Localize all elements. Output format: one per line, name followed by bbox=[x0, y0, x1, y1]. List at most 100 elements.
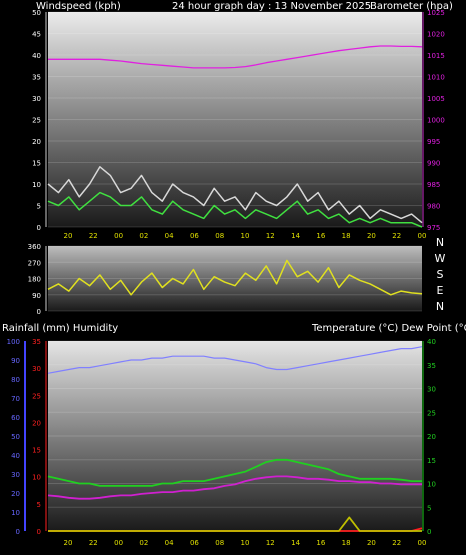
axis-tick-label: 20 bbox=[32, 138, 41, 146]
axis-tick-label: 15 bbox=[427, 457, 436, 465]
axis-tick-label: 5 bbox=[427, 504, 431, 512]
x-tick-label: 16 bbox=[316, 232, 325, 240]
compass-label: S bbox=[437, 268, 444, 281]
axis-tick-label: 5 bbox=[37, 501, 41, 509]
axis-tick-label: 35 bbox=[32, 338, 41, 346]
wind-grid bbox=[48, 11, 422, 228]
axis-tick-label: 980 bbox=[427, 203, 440, 211]
wind-y-ticks: 0 5 10 15 20 25 30 35 40 45 50 bbox=[32, 9, 41, 232]
axis-tick-label: 0 bbox=[427, 528, 431, 536]
series-barometer bbox=[48, 45, 423, 69]
axis-tick-label: 1025 bbox=[427, 9, 445, 17]
axis-tick-label: 10 bbox=[32, 474, 41, 482]
temp-panel-bg bbox=[48, 341, 422, 531]
x-tick-label: 14 bbox=[291, 539, 300, 547]
axis-tick-label: 20 bbox=[32, 419, 41, 427]
x-tick-label: 18 bbox=[342, 232, 351, 240]
axis-tick-label: 80 bbox=[11, 376, 20, 384]
x-tick-label: 16 bbox=[316, 539, 325, 547]
compass-label: N bbox=[436, 236, 444, 249]
wind-baro-series bbox=[47, 45, 423, 228]
axis-tick-label: 45 bbox=[32, 31, 41, 39]
x-tick-label: 08 bbox=[215, 232, 224, 240]
axis-tick-label: 1005 bbox=[427, 95, 445, 103]
rain-y-ticks: 0 5 10 15 20 25 30 35 bbox=[32, 338, 41, 536]
series-average bbox=[47, 191, 423, 228]
axis-tick-label: 50 bbox=[11, 433, 20, 441]
compass-label: E bbox=[437, 284, 444, 297]
axis-tick-label: 985 bbox=[427, 181, 440, 189]
axis-tick-label: 20 bbox=[11, 490, 20, 498]
axis-tick-label: 35 bbox=[32, 74, 41, 82]
x-tick-label: 20 bbox=[64, 232, 73, 240]
x-tick-label: 00 bbox=[418, 539, 427, 547]
axis-tick-label: 1020 bbox=[427, 31, 445, 39]
axis-tick-label: 10 bbox=[427, 481, 436, 489]
series-gust bbox=[47, 166, 423, 224]
series-dew-point bbox=[47, 475, 422, 500]
left-axis-title: Windspeed (kph) bbox=[36, 1, 121, 12]
rain-humidity-title: Rainfall (mm) Humidity bbox=[2, 323, 118, 334]
axis-tick-label: 180 bbox=[28, 276, 41, 284]
axis-tick-label: 0 bbox=[16, 528, 20, 536]
compass-label: N bbox=[436, 300, 444, 313]
axis-tick-label: 25 bbox=[32, 117, 41, 125]
right-axis-title: Barometer (hpa) bbox=[370, 1, 453, 12]
direction-panel-bg bbox=[48, 246, 422, 311]
axis-tick-label: 30 bbox=[11, 471, 20, 479]
temp-y-ticks: 0 5 10 15 20 25 30 35 40 bbox=[427, 338, 436, 536]
axis-tick-label: 995 bbox=[427, 138, 440, 146]
x-tick-label: 12 bbox=[266, 232, 275, 240]
axis-tick-label: 0 bbox=[37, 224, 41, 232]
axis-tick-label: 25 bbox=[427, 409, 436, 417]
axis-tick-label: 100 bbox=[7, 338, 20, 346]
axis-tick-label: 1010 bbox=[427, 74, 445, 82]
axis-tick-label: 90 bbox=[32, 292, 41, 300]
x-tick-label: 02 bbox=[139, 232, 148, 240]
x-tick-label: 12 bbox=[266, 539, 275, 547]
x-tick-label: 18 bbox=[342, 539, 351, 547]
x-tick-label: 00 bbox=[114, 232, 123, 240]
axis-tick-label: 40 bbox=[11, 452, 20, 460]
temp-hum-rain-series bbox=[47, 346, 423, 532]
x-tick-label: 22 bbox=[89, 232, 98, 240]
axis-tick-label: 30 bbox=[427, 386, 436, 394]
x-tick-label: 00 bbox=[114, 539, 123, 547]
axis-tick-label: 1000 bbox=[427, 117, 445, 125]
axis-tick-label: 975 bbox=[427, 224, 440, 232]
series-humidity bbox=[47, 346, 423, 374]
x-tick-label: 10 bbox=[241, 232, 250, 240]
axis-tick-label: 20 bbox=[427, 433, 436, 441]
temp-x-ticks: 20 22 00 02 04 06 08 10 12 14 16 18 20 22 00 bbox=[64, 539, 427, 547]
x-tick-label: 22 bbox=[392, 232, 401, 240]
axis-tick-label: 15 bbox=[32, 160, 41, 168]
axis-tick-label: 90 bbox=[11, 357, 20, 365]
temp-dew-title: Temperature (°C) Dew Point (°C) bbox=[311, 323, 466, 334]
axis-tick-label: 990 bbox=[427, 160, 440, 168]
direction-series bbox=[47, 259, 423, 296]
axis-tick-label: 270 bbox=[28, 259, 41, 267]
axis-tick-label: 60 bbox=[11, 414, 20, 422]
x-tick-label: 10 bbox=[241, 539, 250, 547]
axis-tick-label: 25 bbox=[32, 392, 41, 400]
x-tick-label: 22 bbox=[392, 539, 401, 547]
x-tick-label: 04 bbox=[165, 539, 174, 547]
axis-tick-label: 5 bbox=[37, 203, 41, 211]
x-tick-label: 06 bbox=[190, 539, 199, 547]
humidity-y-ticks: 0 10 20 30 40 50 60 70 80 90 100 bbox=[7, 338, 20, 536]
axis-tick-label: 35 bbox=[427, 362, 436, 370]
direction-grid bbox=[48, 245, 422, 312]
x-tick-label: 20 bbox=[367, 539, 376, 547]
axis-tick-label: 50 bbox=[32, 9, 41, 17]
series-wind-direction bbox=[47, 259, 423, 296]
axis-tick-label: 40 bbox=[427, 338, 436, 346]
axis-tick-label: 40 bbox=[32, 52, 41, 60]
axis-tick-label: 30 bbox=[32, 365, 41, 373]
x-tick-label: 20 bbox=[64, 539, 73, 547]
compass-label: W bbox=[435, 252, 446, 265]
axis-tick-label: 10 bbox=[32, 181, 41, 189]
wind-x-ticks: 20 22 00 02 04 06 08 10 12 14 16 18 20 22 00 bbox=[64, 232, 427, 240]
axis-tick-label: 30 bbox=[32, 95, 41, 103]
